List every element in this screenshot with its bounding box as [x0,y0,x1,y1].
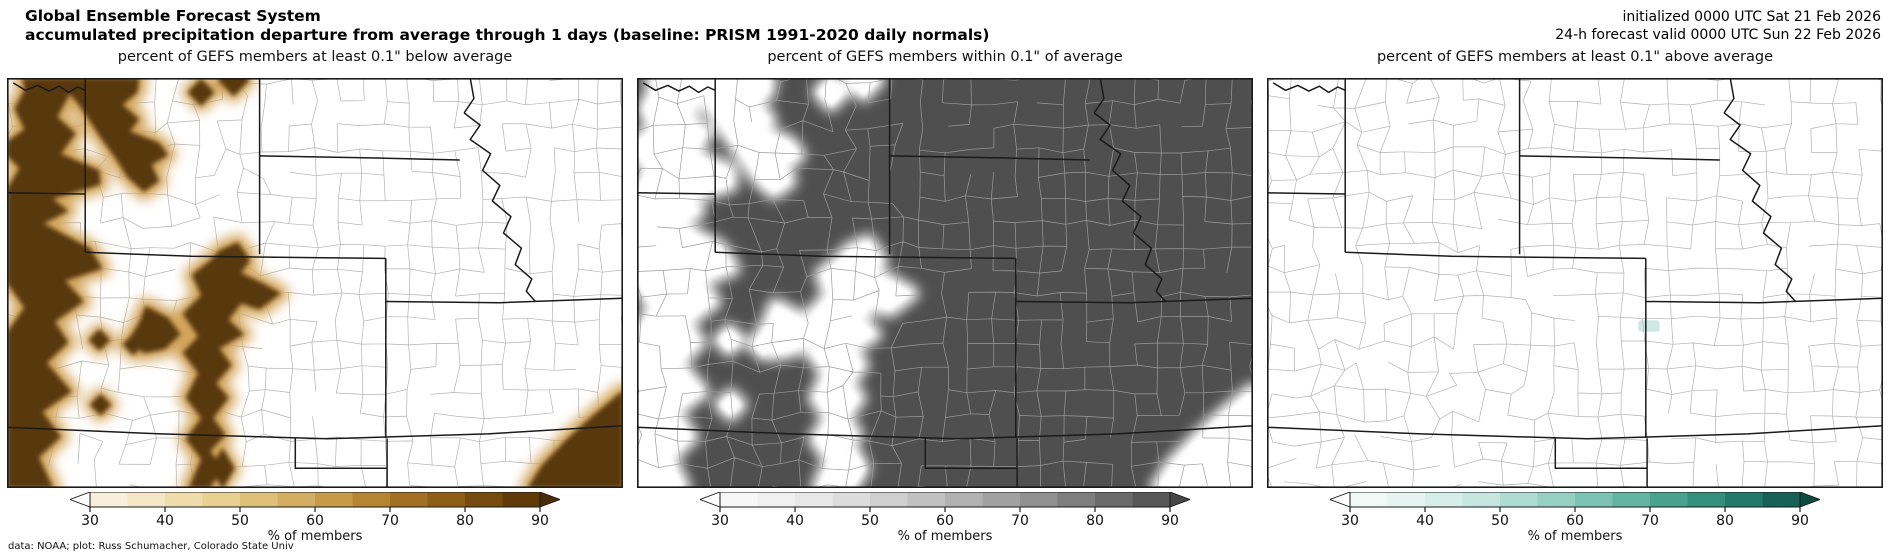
init-time-label: initialized 0000 UTC Sat 21 Feb 2026 [1622,9,1881,25]
svg-text:70: 70 [381,513,399,528]
svg-text:80: 80 [456,513,474,528]
svg-text:90: 90 [531,513,549,528]
svg-text:50: 50 [1491,513,1509,528]
svg-text:50: 50 [231,513,249,528]
colorbar-within: 30 40 50 60 70 80 90 [700,492,1190,528]
panel-title-above: percent of GEFS members at least 0.1" ab… [1376,49,1774,65]
svg-text:60: 60 [936,513,954,528]
svg-text:70: 70 [1641,513,1659,528]
panel-title-within: percent of GEFS members within 0.1" of a… [767,49,1123,65]
figure-title: Global Ensemble Forecast System accumulat… [25,7,989,44]
valid-time-label: 24-h forecast valid 0000 UTC Sun 22 Feb … [1555,26,1881,43]
colorbar-below: 30 40 50 60 70 80 90 [70,492,560,528]
map-within-average [637,78,1253,488]
map-below-average [7,78,623,488]
svg-text:60: 60 [306,513,324,528]
svg-text:80: 80 [1716,513,1734,528]
svg-text:40: 40 [1416,513,1434,528]
colorbar-label-above: % of members [1527,529,1623,544]
svg-text:60: 60 [1566,513,1584,528]
panel-title-below: percent of GEFS members at least 0.1" be… [117,49,513,65]
figure-title-line2: accumulated precipitation departure from… [25,25,990,44]
colorbar-above: 30 40 50 60 70 80 90 [1330,492,1820,528]
svg-text:30: 30 [81,513,99,528]
figure-title-line1: Global Ensemble Forecast System [25,7,321,25]
data-attribution: data: NOAA; plot: Russ Schumacher, Color… [8,541,294,552]
map-above-average [1267,78,1883,488]
svg-text:70: 70 [1011,513,1029,528]
svg-text:30: 30 [1341,513,1359,528]
colorbar-label-below: % of members [267,529,363,544]
svg-text:30: 30 [711,513,729,528]
svg-text:80: 80 [1086,513,1104,528]
figure-timestamp: initialized 0000 UTC Sat 21 Feb 2026 24-h… [1555,9,1881,44]
svg-text:90: 90 [1161,513,1179,528]
svg-text:40: 40 [156,513,174,528]
svg-text:90: 90 [1791,513,1809,528]
colorbar-label-within: % of members [897,529,993,544]
svg-text:40: 40 [786,513,804,528]
svg-text:50: 50 [861,513,879,528]
